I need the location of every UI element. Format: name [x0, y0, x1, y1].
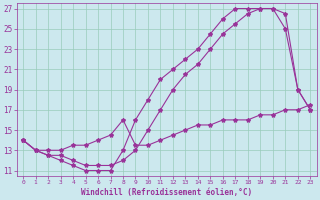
X-axis label: Windchill (Refroidissement éolien,°C): Windchill (Refroidissement éolien,°C) — [81, 188, 252, 197]
